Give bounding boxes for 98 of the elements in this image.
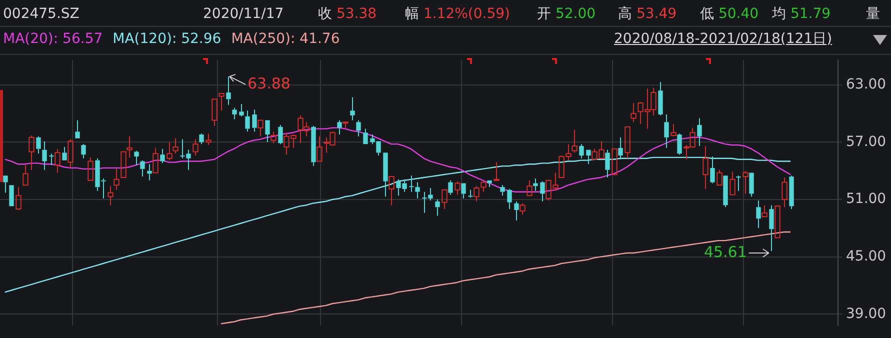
candlestick <box>356 120 361 137</box>
candlestick <box>337 120 342 136</box>
candlestick <box>618 136 623 160</box>
candlestick <box>586 150 591 165</box>
text: 均 51.79 <box>772 6 831 22</box>
candlestick <box>166 142 172 161</box>
candlestick <box>278 124 283 145</box>
candlestick <box>160 148 165 164</box>
candlestick <box>172 138 178 154</box>
candlestick <box>664 114 669 148</box>
y-tick-label: 63.00 <box>846 76 886 92</box>
candlestick <box>749 172 754 198</box>
candlestick <box>507 188 512 210</box>
candlestick <box>265 120 270 143</box>
candlestick <box>624 126 630 159</box>
candlestick <box>435 198 440 216</box>
candlestick <box>742 170 748 194</box>
candlestick <box>108 186 114 206</box>
candlestick <box>42 140 47 170</box>
text: 开 52.00 <box>537 6 596 22</box>
candlestick <box>226 76 231 106</box>
candlestick <box>140 160 145 178</box>
candlestick <box>49 153 54 166</box>
candlestick <box>134 150 139 166</box>
candlestick <box>75 120 80 138</box>
candlestick <box>388 176 394 206</box>
y-tick-label: 39.00 <box>846 306 886 322</box>
candlestick <box>756 200 761 229</box>
candlestick <box>383 152 388 198</box>
candlestick <box>494 162 500 181</box>
chart-title: 002475.SZ <box>3 5 80 23</box>
candlestick <box>697 118 702 146</box>
candlestick <box>218 92 224 112</box>
candlestick <box>114 168 120 190</box>
candlestick <box>212 98 218 126</box>
text: MA(20): 56.57 <box>3 31 103 47</box>
candlestick <box>677 133 682 156</box>
candlestick <box>723 176 728 208</box>
candlestick <box>409 175 414 192</box>
candlestick <box>36 136 41 154</box>
candlestick <box>316 136 322 162</box>
candlestick <box>3 176 8 194</box>
candlestick <box>468 189 473 198</box>
candlestick <box>147 164 152 181</box>
candlestick <box>605 149 610 178</box>
candlestick <box>448 180 453 196</box>
candlestick <box>658 81 663 116</box>
candlestick <box>342 122 348 128</box>
candlestick <box>54 148 60 174</box>
candlestick <box>28 134 34 170</box>
candlestick <box>22 164 28 186</box>
candlestick <box>702 145 708 190</box>
text: 2020/08/18-2021/02/18(121日) <box>614 30 832 48</box>
candlestick <box>572 129 578 154</box>
candlestick <box>579 144 584 159</box>
candlestick <box>736 175 741 192</box>
candlestick <box>311 125 316 167</box>
candlestick <box>81 144 86 159</box>
candlestick <box>630 102 636 123</box>
candlestick <box>199 133 204 145</box>
annotation: 45.61 <box>704 242 747 261</box>
candlestick <box>363 128 368 144</box>
text: MA(250): 41.76 <box>231 31 340 47</box>
candlestick <box>514 200 519 222</box>
candlestick <box>730 171 736 196</box>
candlestick <box>258 120 264 137</box>
annotation: 63.88 <box>248 74 290 92</box>
text: 量 <box>866 5 880 23</box>
y-tick-label: 57.00 <box>846 134 886 150</box>
candlestick <box>533 178 538 192</box>
candlestick <box>789 175 794 210</box>
text: 收 53.38 <box>318 6 377 22</box>
candlestick <box>487 180 492 188</box>
candlestick <box>415 182 420 200</box>
candlestick <box>769 204 774 252</box>
text: 高 53.49 <box>618 6 677 22</box>
text: 幅 1.12%(0.59) <box>405 6 510 22</box>
candlestick <box>88 156 94 181</box>
candlestick <box>461 183 466 200</box>
candlestick <box>126 136 132 158</box>
candlestick <box>62 146 67 160</box>
text: MA(120): 52.96 <box>112 31 222 47</box>
candlestick <box>350 96 355 121</box>
candlestick <box>670 124 676 137</box>
candlestick <box>239 103 244 117</box>
y-tick-label: 45.00 <box>846 248 886 264</box>
candlestick <box>500 184 505 196</box>
candlestick <box>540 180 545 202</box>
candlestick <box>206 133 212 146</box>
candlestick <box>782 177 788 208</box>
candlestick <box>245 110 250 132</box>
candlestick <box>16 186 22 210</box>
text: 2020/11/17 <box>203 5 284 23</box>
candlestick <box>762 204 768 218</box>
candlestick <box>710 156 715 184</box>
y-tick-label: 51.00 <box>846 191 886 208</box>
candlestick <box>252 109 257 132</box>
text: 低 50.40 <box>700 6 759 22</box>
